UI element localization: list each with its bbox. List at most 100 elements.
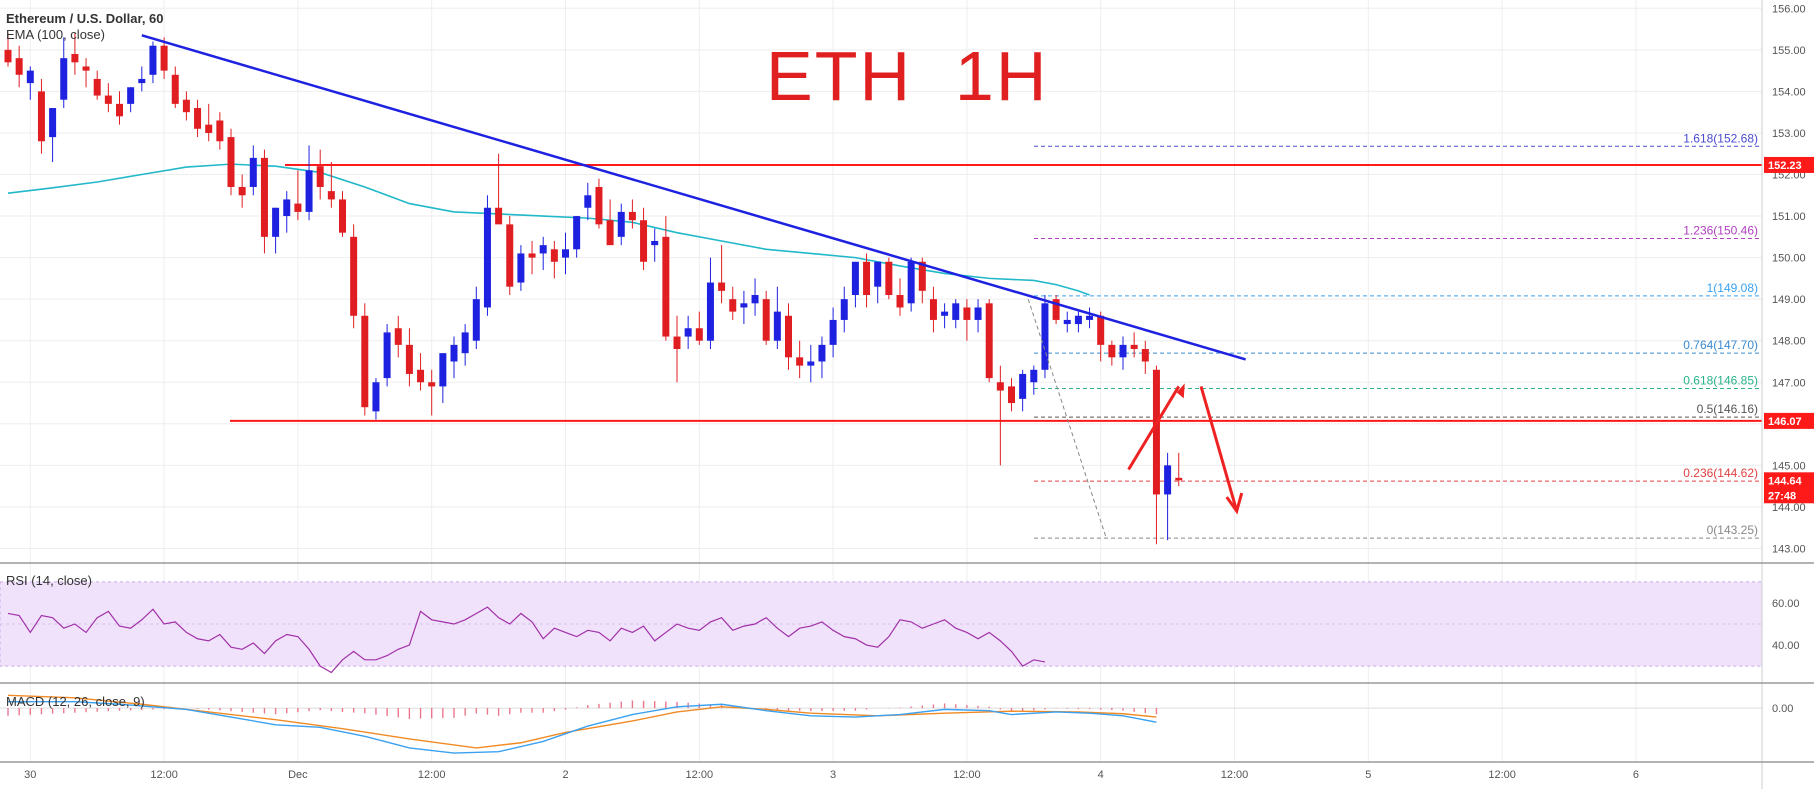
price-tick-label: 148.00 <box>1772 336 1806 348</box>
price-tag <box>1764 487 1814 504</box>
time-tick-label: 6 <box>1633 769 1639 781</box>
candle-body <box>82 66 90 71</box>
rsi-tick-label: 40.00 <box>1772 640 1800 652</box>
macd-panel <box>0 694 1762 754</box>
ema-legend[interactable]: EMA (100, close) <box>6 27 105 42</box>
candle-body <box>506 224 514 287</box>
candle-body <box>1019 373 1027 399</box>
price-tick-label: 150.00 <box>1772 253 1806 265</box>
horizontal-levels <box>230 163 1762 422</box>
candle-body <box>1086 315 1094 320</box>
candle-body <box>37 91 45 142</box>
candle-body <box>227 137 235 187</box>
candle-body <box>996 382 1004 391</box>
candles <box>4 33 1183 545</box>
price-tick-label: 144.00 <box>1772 502 1806 514</box>
candle-body <box>383 332 391 379</box>
candle-body <box>238 186 246 196</box>
candle-body <box>706 282 714 341</box>
candle-body <box>684 328 692 337</box>
candle-body <box>405 344 413 374</box>
fib-level-label: 0.764(147.70) <box>1683 338 1758 352</box>
candle-body <box>918 261 926 291</box>
candle-body <box>584 195 592 208</box>
arrow-down-drawing[interactable] <box>1199 386 1239 512</box>
arrow-up-head <box>1176 383 1185 399</box>
price-tick-label: 147.00 <box>1772 377 1806 389</box>
candle-body <box>606 220 614 246</box>
fib-level-label: 0(143.25) <box>1707 523 1758 537</box>
candle-body <box>952 303 960 320</box>
rsi-legend[interactable]: RSI (14, close) <box>6 573 92 588</box>
price-tag <box>1764 156 1814 173</box>
candle-body <box>628 211 636 221</box>
candle-body <box>963 307 971 320</box>
candle-body <box>160 45 168 71</box>
price-tick-label: 154.00 <box>1772 86 1806 98</box>
candle-body <box>885 261 893 296</box>
candle-body <box>182 99 190 113</box>
candle-body <box>116 103 123 117</box>
candle-body <box>818 344 826 362</box>
candle-body <box>472 299 480 341</box>
candle-body <box>1130 344 1138 350</box>
price-tick-label: 143.00 <box>1772 543 1806 555</box>
candle-body <box>439 353 447 387</box>
candle-body <box>495 207 503 225</box>
fib-level-label: 0.236(144.62) <box>1683 466 1758 480</box>
candle-body <box>651 240 659 246</box>
candle-body <box>394 328 402 345</box>
time-tick-label: 12:00 <box>150 769 178 781</box>
time-tick-label: 12:00 <box>1221 769 1249 781</box>
arrow-up-drawing[interactable] <box>1127 385 1181 471</box>
macd-legend[interactable]: MACD (12, 26, close, 9) <box>6 694 145 709</box>
candle-body <box>573 216 581 250</box>
trendline[interactable] <box>141 34 1247 361</box>
candle-body <box>216 120 224 142</box>
candle-body <box>729 299 737 312</box>
candle-body <box>718 282 726 291</box>
price-tag-label: 146.07 <box>1768 416 1802 428</box>
candle-body <box>4 49 12 63</box>
candle-body <box>907 261 915 304</box>
time-tick-label: 30 <box>24 769 36 781</box>
macd-signal-line <box>7 694 1157 749</box>
candle-body <box>194 108 202 129</box>
candle-body <box>595 186 603 225</box>
candle-body <box>350 236 358 316</box>
candle-body <box>71 54 79 63</box>
time-tick-label: 12:00 <box>1488 769 1516 781</box>
time-tick-label: 2 <box>562 769 568 781</box>
candle-body <box>640 220 648 262</box>
candle-body <box>205 124 213 133</box>
candle-body <box>1108 344 1116 358</box>
candle-body <box>941 311 949 316</box>
candle-body <box>1052 299 1060 320</box>
candle-body <box>985 303 993 379</box>
candle-body <box>138 78 146 84</box>
candle-body <box>874 261 882 287</box>
fib-level-label: 1.236(150.46) <box>1683 223 1758 237</box>
rsi-tick-label: 60.00 <box>1772 598 1800 610</box>
candle-body <box>896 295 904 308</box>
time-tick-label: 5 <box>1365 769 1371 781</box>
candle-body <box>60 58 68 100</box>
candle-body <box>316 166 324 187</box>
rsi-panel <box>0 581 1763 674</box>
time-tick-label: 12:00 <box>686 769 714 781</box>
price-tag-label: 27:48 <box>1768 490 1796 502</box>
time-tick-label: 12:00 <box>953 769 981 781</box>
price-tag-label: 144.64 <box>1768 475 1803 487</box>
rsi-band <box>0 581 1763 667</box>
watermark-label: ETH 1H <box>766 37 1049 115</box>
candle-body <box>974 307 982 320</box>
candle-body <box>1008 386 1015 404</box>
fib-retracement: 1.618(152.68) 1.236(150.46) 1(149.08) 0.764… <box>1034 131 1760 539</box>
rsi-line <box>7 606 1046 674</box>
candle-body <box>1164 465 1172 495</box>
price-tick-label: 156.00 <box>1772 3 1806 15</box>
candle-body <box>773 311 781 341</box>
price-tag-label: 152.23 <box>1768 160 1802 172</box>
